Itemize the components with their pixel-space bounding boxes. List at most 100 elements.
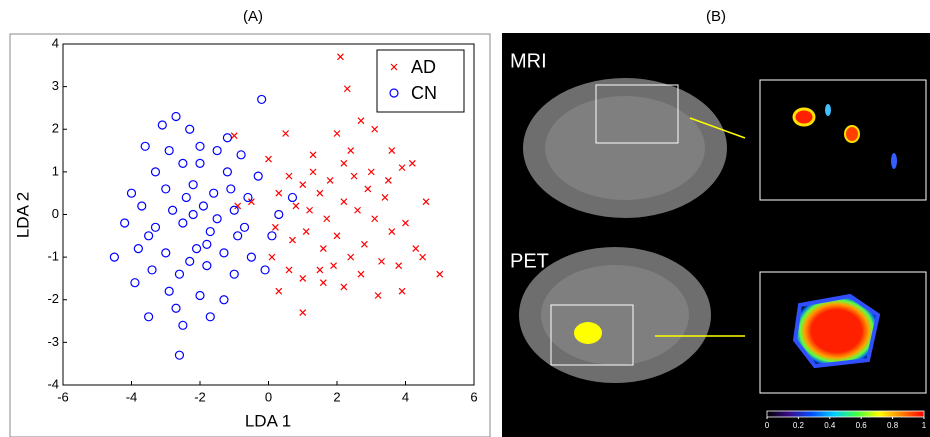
y-tick-label: -4 <box>47 376 59 391</box>
x-tick-label: 4 <box>402 389 409 404</box>
point <box>343 85 351 93</box>
point <box>419 253 427 261</box>
point <box>178 320 188 330</box>
panel-title: (B) <box>706 8 726 25</box>
point <box>374 292 382 299</box>
point <box>188 180 198 190</box>
point <box>395 262 403 270</box>
colorbar-bar <box>766 410 925 418</box>
point <box>150 222 161 232</box>
point <box>174 350 185 360</box>
point <box>333 130 341 137</box>
point <box>171 303 181 313</box>
y-tick-label: 0 <box>52 206 59 221</box>
point <box>408 159 416 167</box>
y-tick-label: -3 <box>47 334 59 349</box>
point <box>316 189 324 197</box>
point <box>178 218 188 228</box>
y-tick-label: 2 <box>52 121 59 136</box>
point <box>164 286 174 296</box>
colorbar-tick-label: 0.2 <box>793 421 805 430</box>
point <box>271 223 279 231</box>
point <box>239 222 250 232</box>
point <box>198 201 209 211</box>
point <box>367 168 375 176</box>
point <box>267 231 277 241</box>
point <box>150 167 161 177</box>
point <box>230 132 238 140</box>
point <box>287 192 298 203</box>
point <box>268 253 276 261</box>
point <box>202 239 212 249</box>
point <box>236 150 246 160</box>
colorbar-tick-label: 0.8 <box>887 421 899 430</box>
point <box>195 158 205 168</box>
point <box>330 262 337 270</box>
point <box>275 287 283 295</box>
point <box>282 130 290 137</box>
point <box>234 202 242 210</box>
x-axis-label: LDA 1 <box>245 411 291 430</box>
zoom-box <box>759 79 927 201</box>
point <box>222 167 232 177</box>
legend-marker <box>389 88 399 98</box>
pet-region <box>792 293 881 369</box>
colorbar-tick-label: 1 <box>922 421 927 430</box>
point <box>233 231 243 241</box>
point <box>137 201 147 211</box>
point <box>185 124 195 134</box>
arrow <box>689 117 746 139</box>
pet-brain-inner <box>541 265 689 365</box>
panel-title: (A) <box>243 8 263 25</box>
hotspot <box>891 153 897 169</box>
point <box>381 194 389 201</box>
colorbar-tick-label: 0 <box>765 421 770 430</box>
legend-label: CN <box>411 83 437 103</box>
point <box>253 171 263 181</box>
image-label: MRI <box>510 50 547 72</box>
hotspot <box>574 322 602 344</box>
point <box>299 181 307 189</box>
point <box>212 214 222 224</box>
point <box>202 261 212 271</box>
point <box>309 168 317 176</box>
point <box>371 125 379 133</box>
point <box>126 188 137 198</box>
point <box>347 253 355 261</box>
x-tick-label: 0 <box>265 389 272 404</box>
x-tick-label: 2 <box>333 389 340 404</box>
y-tick-label: 3 <box>52 78 59 93</box>
point <box>326 176 334 184</box>
x-tick-label: -2 <box>194 389 206 404</box>
point <box>140 141 150 151</box>
point <box>222 133 232 143</box>
x-tick-label: 6 <box>470 389 477 404</box>
legend-marker <box>390 63 398 71</box>
point <box>388 228 396 235</box>
x-tick-label: -6 <box>57 389 69 404</box>
point <box>398 287 406 295</box>
hotspot <box>844 125 860 143</box>
point <box>319 245 327 253</box>
point <box>178 158 188 168</box>
point <box>144 312 154 322</box>
point <box>171 111 181 122</box>
y-tick-label: 1 <box>52 163 59 178</box>
point <box>378 257 385 265</box>
hotspot <box>825 104 831 116</box>
panel-frame <box>9 33 491 437</box>
point <box>157 120 167 130</box>
point <box>205 312 215 322</box>
colorbar-tick-label: 0.6 <box>856 421 868 430</box>
point <box>398 164 406 172</box>
point <box>364 185 372 193</box>
point <box>161 184 171 194</box>
point <box>243 192 253 203</box>
point <box>229 205 239 215</box>
point <box>357 270 365 278</box>
point <box>384 176 392 184</box>
point <box>402 219 409 227</box>
point <box>347 147 355 154</box>
point <box>412 245 420 253</box>
